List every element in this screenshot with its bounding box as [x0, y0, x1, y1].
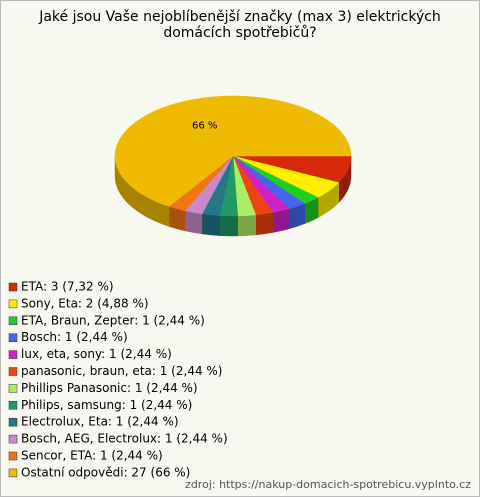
slice-side: [237, 214, 256, 237]
slice-top: [114, 95, 352, 207]
legend-label: Bosch: 1 (2,44 %): [21, 330, 128, 344]
legend-swatch: [8, 299, 18, 309]
legend-swatch: [8, 367, 18, 376]
legend-label: ETA: 3 (7,32 %): [21, 280, 114, 294]
legend-swatch: [8, 282, 18, 292]
legend-label: Philips, samsung: 1 (2,44 %): [21, 398, 192, 412]
legend-label: panasonic, braun, eta: 1 (2,44 %): [21, 364, 222, 378]
legend-swatch: [8, 401, 18, 410]
slice-side: [184, 210, 203, 235]
legend-label: Phillips Panasonic: 1 (2,44 %): [21, 381, 198, 395]
legend-label: Sencor, ETA: 1 (2,44 %): [21, 449, 163, 463]
legend-swatch: [8, 468, 18, 478]
slice: [232, 155, 274, 236]
legend-swatch: [8, 316, 18, 326]
chart-title: Jaké jsou Vaše nejoblíbenější značky (ma…: [39, 9, 441, 41]
legend-label: Ostatní odpovědi: 27 (66 %): [21, 465, 190, 479]
source: zdroj: https://nakup-domacich-spotrebicu…: [185, 478, 471, 491]
value-label: 66 %: [192, 121, 217, 132]
legend-label: Electrolux, Eta: 1 (2,44 %): [21, 415, 179, 429]
slice-side: [219, 215, 238, 237]
legend-swatch: [8, 417, 18, 427]
slice: [114, 95, 352, 227]
legend-label: ETA, Braun, Zepter: 1 (2,44 %): [21, 313, 205, 327]
legend-swatch: [8, 333, 18, 342]
legend-swatch: [8, 451, 18, 461]
legend-label: Bosch, AEG, Electrolux: 1 (2,44 %): [21, 432, 228, 446]
legend-label: Sony, Eta: 2 (4,88 %): [21, 296, 149, 310]
legend-swatch: [8, 350, 18, 359]
legend-swatch: [8, 384, 18, 393]
legend-label: lux, eta, sony: 1 (2,44 %): [21, 347, 172, 361]
slice-side: [255, 212, 274, 236]
legend-swatch: [8, 434, 18, 444]
slice-side: [272, 208, 290, 233]
slice-side: [201, 213, 220, 236]
slice: [219, 155, 239, 237]
slice: [232, 155, 257, 237]
